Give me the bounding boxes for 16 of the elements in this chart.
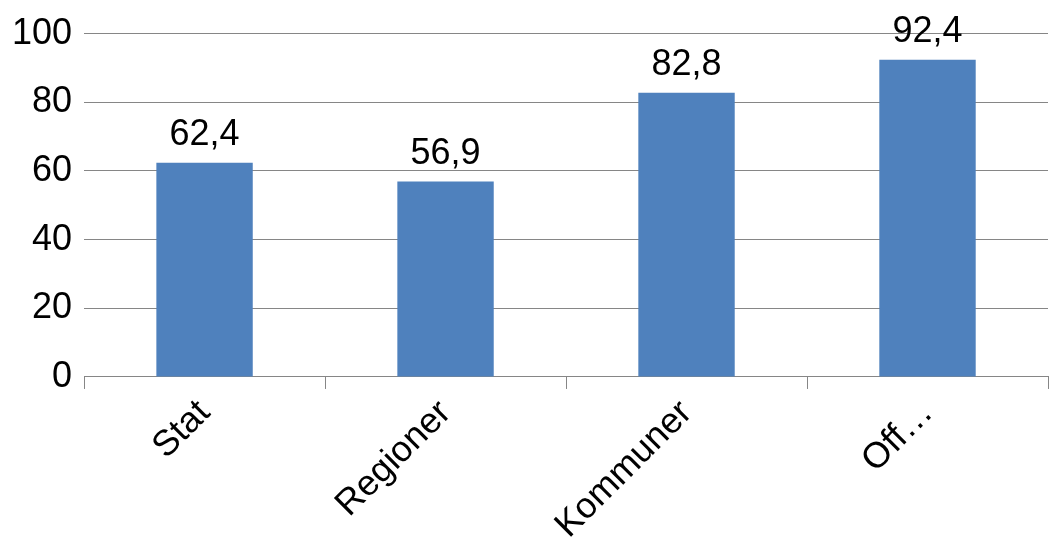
y-tick-label: 100 bbox=[11, 10, 73, 52]
y-tick-label: 20 bbox=[32, 285, 73, 327]
y-tick-label: 40 bbox=[32, 216, 73, 258]
x-tick-label: Off… bbox=[852, 390, 941, 479]
bar bbox=[638, 92, 735, 377]
y-tick-label: 80 bbox=[32, 79, 73, 121]
y-tick-label: 0 bbox=[52, 353, 73, 395]
x-tick-label: Stat bbox=[142, 390, 218, 466]
bar bbox=[879, 59, 976, 377]
bar bbox=[156, 162, 253, 377]
data-label: 62,4 bbox=[169, 111, 240, 153]
data-label: 82,8 bbox=[651, 41, 722, 83]
bar bbox=[397, 181, 494, 377]
y-tick-label: 60 bbox=[32, 147, 73, 189]
data-label: 92,4 bbox=[892, 8, 963, 50]
data-label: 56,9 bbox=[410, 130, 481, 172]
